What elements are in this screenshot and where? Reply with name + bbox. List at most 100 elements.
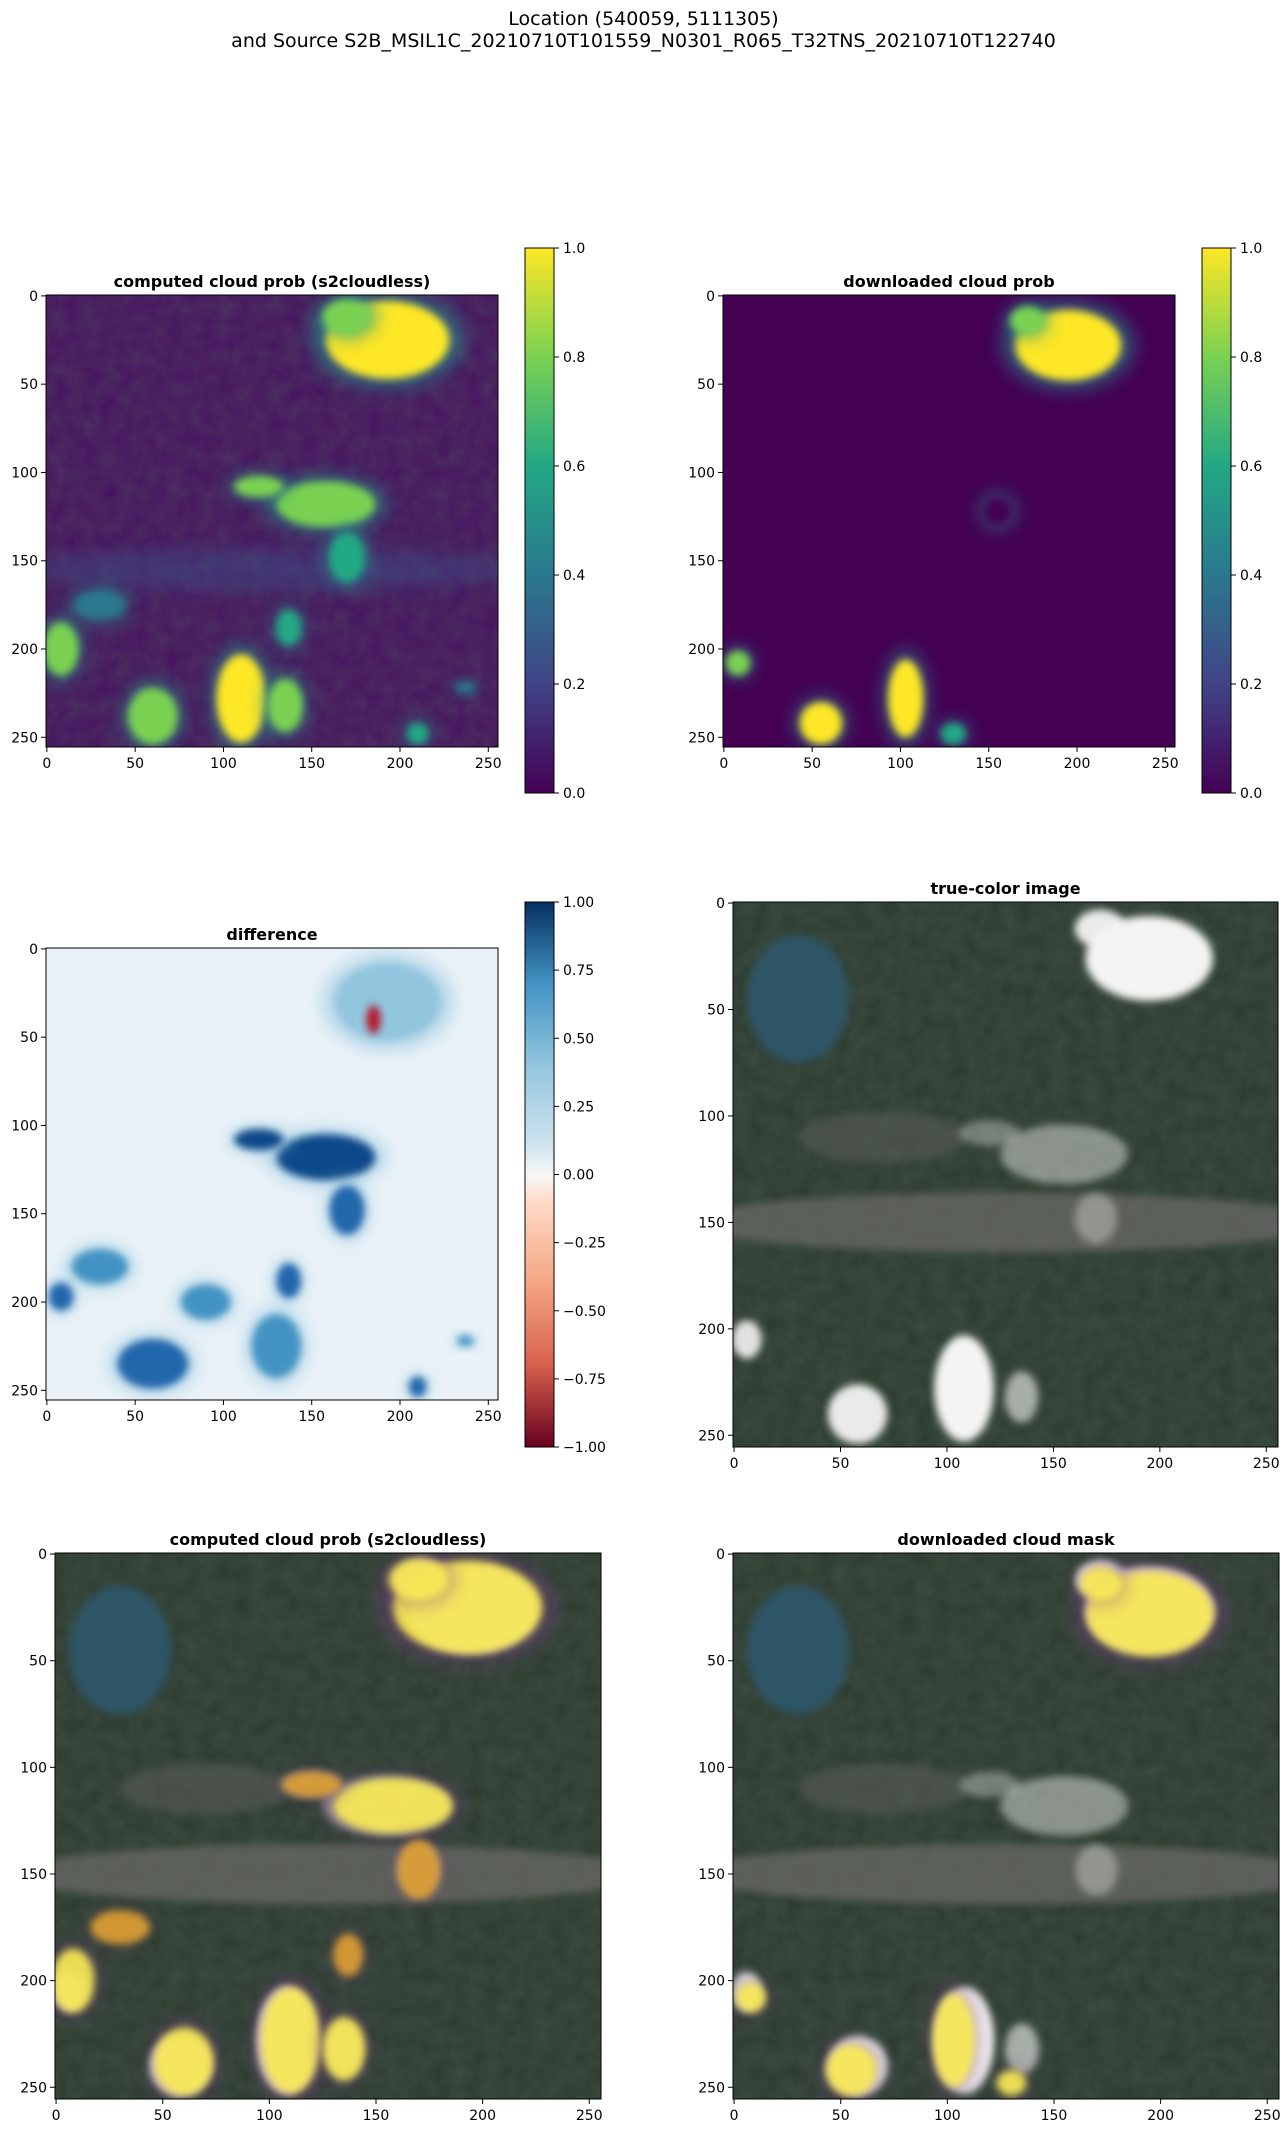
heatmap-blob	[276, 610, 302, 646]
x-tick-label: 100	[934, 2108, 961, 2124]
x-tick-label: 100	[256, 2108, 283, 2124]
y-tick-label: 50	[29, 1654, 47, 1670]
cloud	[1004, 2023, 1040, 2075]
heatmap-blob	[276, 1263, 302, 1299]
heatmap-blob	[267, 679, 303, 732]
overlay-blob	[90, 1910, 150, 1945]
heatmap-blob	[941, 723, 966, 745]
cloud	[1074, 1192, 1118, 1244]
y-tick-label: 200	[11, 1295, 38, 1311]
heatmap-blob	[251, 1314, 302, 1378]
subplot-title: difference	[226, 925, 317, 944]
y-tick-label: 0	[706, 289, 715, 305]
heatmap-blob	[454, 682, 476, 694]
lake	[68, 1586, 172, 1715]
cloud	[959, 1120, 1020, 1146]
cloud	[827, 1384, 888, 1444]
colorbar-tick-label: 0.2	[1240, 677, 1262, 693]
heatmap-blob	[983, 497, 1012, 526]
image-area	[733, 902, 1278, 1447]
y-tick-label: 200	[688, 642, 715, 658]
x-tick-label: 200	[387, 756, 414, 772]
x-tick-label: 0	[42, 756, 51, 772]
colorbar: −1.00 −0.75 −0.50 −0.25 0.00 0.25 0.50 0.75 1.00	[524, 895, 606, 1456]
axes-frame	[45, 294, 499, 748]
heatmap-blob	[456, 1335, 475, 1347]
cloud	[1004, 1371, 1039, 1423]
valley-band	[46, 548, 498, 591]
x-tick-label: 50	[803, 756, 821, 772]
subplot-title: downloaded cloud mask	[897, 1530, 1115, 1549]
heatmap-blob	[322, 299, 372, 335]
x-tick-label: 100	[934, 1456, 961, 1472]
y-tick-label: 200	[20, 1974, 47, 1990]
y-tick-label: 50	[697, 377, 715, 393]
heatmap-blob	[366, 1005, 381, 1034]
x-tick-label: 200	[1147, 2108, 1174, 2124]
image-area	[733, 1553, 1279, 2099]
cloud	[1074, 909, 1126, 948]
x-tick-label: 50	[832, 2108, 850, 2124]
colorbar-tick-label: 1.0	[1240, 241, 1262, 257]
heatmap-blob	[408, 1376, 427, 1398]
overlay-blob	[333, 1933, 364, 1977]
valley-slope	[798, 1763, 969, 1815]
heatmap-blob	[329, 1185, 365, 1235]
x-tick-label: 150	[975, 756, 1002, 772]
y-tick-label: 0	[38, 1547, 47, 1563]
y-tick-label: 150	[11, 554, 38, 570]
heatmap-blob	[48, 1282, 74, 1311]
x-tick-label: 150	[1040, 1456, 1067, 1472]
image-area	[723, 295, 1175, 747]
y-tick-label: 250	[11, 730, 38, 746]
subplot-title: computed cloud prob (s2cloudless)	[114, 272, 431, 291]
y-tick-label: 150	[11, 1207, 38, 1223]
y-tick-label: 150	[698, 1867, 725, 1883]
y-tick-label: 0	[29, 942, 38, 958]
colorbar: 0.0 0.2 0.4 0.6 0.8 1.0	[524, 241, 585, 802]
colorbar-tick-label: 0.50	[563, 1031, 594, 1047]
x-tick-label: 150	[298, 756, 325, 772]
y-tick-label: 50	[20, 377, 38, 393]
axes-frame	[732, 1552, 1280, 2100]
overlay-blob	[260, 1987, 321, 2094]
x-tick-label: 250	[475, 1409, 502, 1425]
axes-frame	[732, 901, 1279, 1448]
image-area	[55, 1553, 601, 2099]
colorbar-tick-label: 0.8	[1240, 350, 1262, 366]
y-tick-label: 200	[11, 642, 38, 658]
colorbar-gradient	[524, 247, 555, 794]
x-tick-label: 50	[126, 1409, 144, 1425]
cloud	[1000, 1775, 1129, 1836]
colorbar-tick-label: −0.75	[563, 1372, 606, 1388]
colorbar-tick-label: 0.4	[563, 568, 585, 584]
x-tick-label: 0	[52, 2108, 61, 2124]
subplot-1: computed cloud prob (s2cloudless) 0 50 100 1…	[11, 241, 585, 802]
x-tick-label: 250	[576, 2108, 603, 2124]
y-tick-label: 100	[688, 465, 715, 481]
colorbar-tick-label: −0.50	[563, 1304, 606, 1320]
heatmap-blob	[276, 1134, 376, 1181]
overlay-blob	[388, 1558, 449, 1601]
figure-title-line-1: Location (540059, 5111305)	[508, 8, 779, 30]
heatmap-blob	[276, 481, 376, 528]
overlay-blob	[996, 2070, 1027, 2096]
x-tick-label: 150	[1041, 2108, 1068, 2124]
y-tick-label: 100	[698, 1760, 725, 1776]
valley-towns	[733, 1192, 1278, 1253]
overlay-blob	[154, 2027, 214, 2096]
cloud	[1000, 1124, 1128, 1185]
colorbar-tick-label: −1.00	[563, 1440, 606, 1456]
heatmap-blob	[799, 701, 843, 745]
y-tick-label: 150	[20, 1867, 47, 1883]
x-tick-label: 0	[719, 756, 728, 772]
valley-towns	[55, 1844, 601, 1904]
overlay-blob	[397, 1839, 440, 1900]
image-area	[46, 295, 498, 747]
colorbar-tick-label: 0.8	[563, 350, 585, 366]
colorbar-tick-label: 0.0	[563, 786, 585, 802]
cloud	[960, 1771, 1020, 1798]
y-tick-label: 50	[707, 1654, 725, 1670]
x-tick-label: 200	[1146, 1456, 1173, 1472]
